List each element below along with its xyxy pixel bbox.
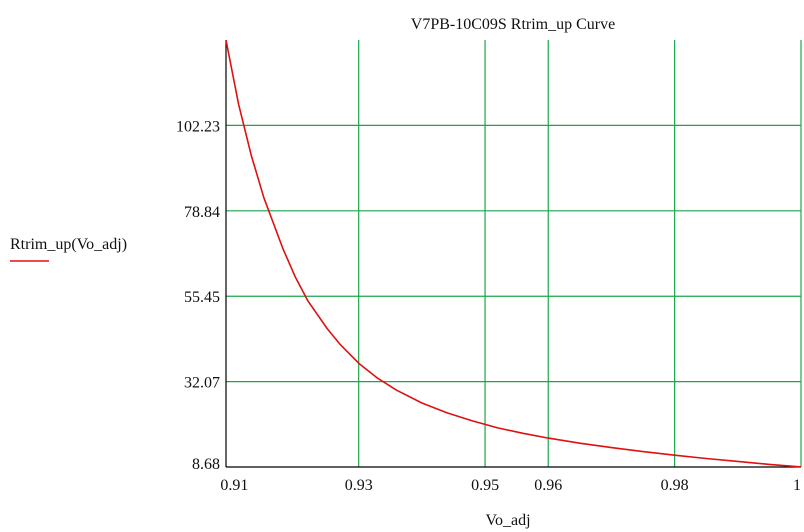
- y-tick-label: 55.45: [184, 289, 220, 306]
- x-tick-label: 0.98: [661, 477, 689, 494]
- x-tick-label: 0.96: [534, 477, 562, 494]
- chart-title: V7PB-10C09S Rtrim_up Curve: [411, 16, 615, 33]
- series-layer: [225, 39, 802, 468]
- x-tick-label: 0.91: [220, 477, 248, 494]
- plot-frame: [225, 40, 802, 468]
- y-tick-label: 32.07: [184, 375, 220, 392]
- series-line: [225, 39, 802, 468]
- y-tick-label: 102.23: [176, 118, 220, 135]
- x-tick-label: 0.93: [345, 477, 373, 494]
- legend-label: Rtrim_up(Vo_adj): [10, 236, 127, 253]
- x-tick-labels: 0.91 0.93 0.95 0.96 0.98 1: [220, 477, 801, 494]
- x-axis-title: Vo_adj: [485, 512, 530, 529]
- legend: Rtrim_up(Vo_adj): [10, 236, 127, 262]
- x-tick-label: 1: [793, 477, 801, 494]
- y-tick-label: 78.84: [184, 204, 220, 221]
- y-tick-labels: 8.68 32.07 55.45 78.84 102.23: [176, 118, 220, 473]
- grid: [226, 40, 801, 467]
- y-tick-label: 8.68: [192, 456, 220, 473]
- x-tick-label: 0.95: [471, 477, 499, 494]
